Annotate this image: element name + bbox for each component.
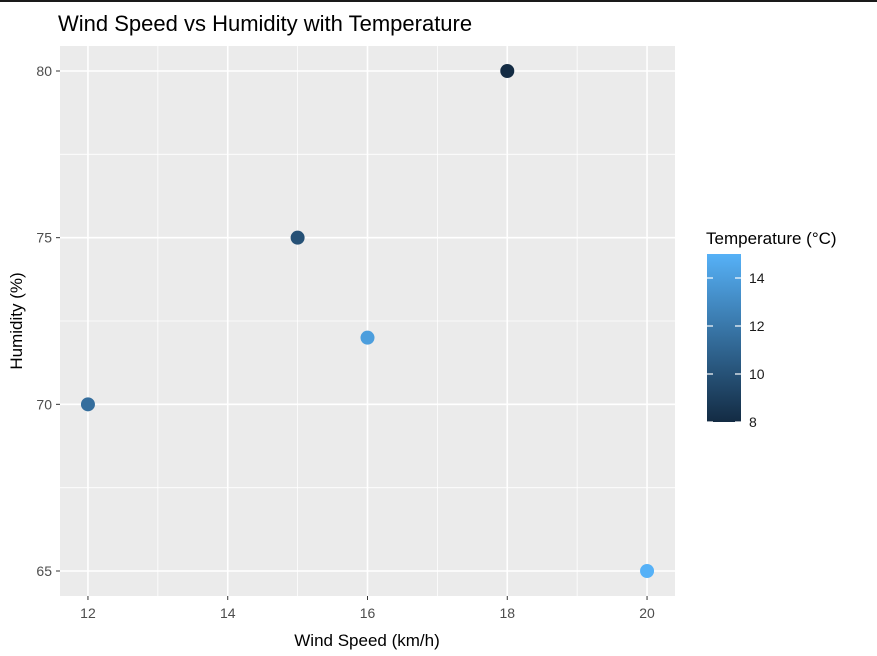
colorbar [707,254,741,422]
legend-title: Temperature (°C) [706,229,837,248]
y-axis-ticks: 65 70 75 80 [36,63,60,579]
y-tick-label: 65 [36,563,52,579]
colorbar-ticks: 8 10 12 14 [707,270,765,430]
x-axis-title: Wind Speed (km/h) [294,631,440,650]
x-tick-label: 16 [360,605,376,621]
data-point [290,230,305,245]
x-tick-label: 20 [639,605,655,621]
data-point [640,564,655,578]
x-tick-label: 18 [499,605,515,621]
colorbar-tick-label: 8 [749,414,757,430]
data-point [80,397,95,412]
colorbar-tick-label: 14 [749,270,765,286]
top-border-line [0,0,877,2]
x-tick-label: 12 [80,605,96,621]
colorbar-tick-label: 12 [749,318,765,334]
data-point [500,64,515,78]
color-legend: Temperature (°C) 8 10 12 14 [706,229,837,430]
x-tick-label: 14 [220,605,236,621]
colorbar-tick-label: 10 [749,366,765,382]
y-tick-label: 70 [36,396,52,412]
chart-title: Wind Speed vs Humidity with Temperature [58,11,472,36]
data-point [360,330,375,345]
y-axis-title: Humidity (%) [7,272,26,369]
major-gridlines [60,46,675,596]
y-tick-label: 80 [36,63,52,79]
data-points [80,64,655,578]
x-axis-ticks: 12 14 16 18 20 [80,596,655,621]
y-tick-label: 75 [36,230,52,246]
